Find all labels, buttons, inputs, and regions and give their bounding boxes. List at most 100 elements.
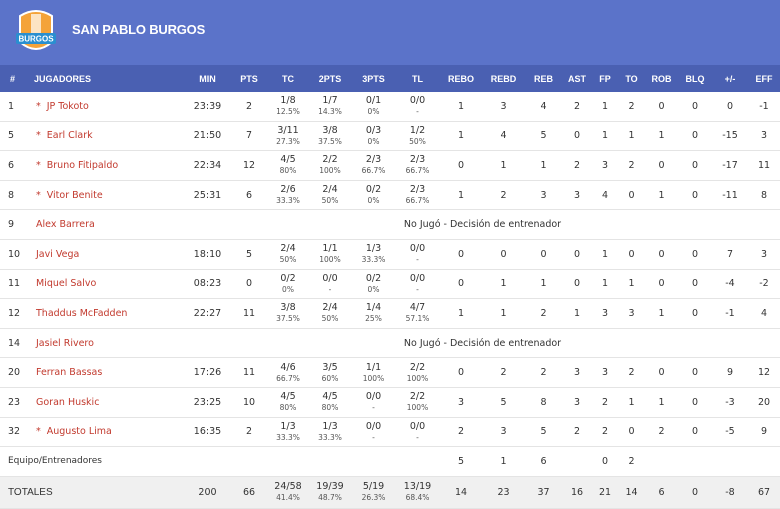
- stat-cell: 6: [230, 180, 268, 211]
- stat-value: 67: [757, 486, 771, 498]
- stat-cell: 4/5 80%: [268, 150, 308, 181]
- stat-value: 0: [691, 248, 699, 260]
- stat-cell: 3: [748, 121, 780, 152]
- stat-cell: [230, 446, 268, 477]
- stat-percentage: 33.3%: [318, 432, 342, 442]
- stat-cell: 2: [562, 150, 592, 181]
- stat-value: 11: [242, 367, 256, 379]
- stat-cell: 2: [618, 357, 645, 388]
- stat-percentage: -: [328, 284, 332, 294]
- stat-value: 08:23: [193, 278, 222, 290]
- stat-cell: 8: [525, 387, 562, 418]
- player-number: 6: [0, 150, 28, 181]
- stat-value: -2: [759, 278, 769, 290]
- stat-value: 11: [757, 159, 771, 171]
- stat-cell: 23:25: [185, 387, 230, 418]
- stat-value: 3: [760, 248, 768, 260]
- stat-cell: 0/2 0%: [352, 269, 395, 300]
- stat-made-attempted: 3/11: [277, 124, 299, 136]
- stat-value: 3: [500, 100, 507, 112]
- stat-cell: 4/6 66.7%: [268, 357, 308, 388]
- stat-made-attempted: 1/3: [280, 420, 296, 432]
- stat-cell: 1: [645, 121, 678, 152]
- stat-value: 10: [242, 396, 256, 408]
- player-name: Alex Barrera: [28, 209, 185, 240]
- stat-percentage: 26.3%: [361, 493, 386, 503]
- stat-cell: 3: [592, 357, 618, 388]
- stat-cell: 3: [525, 180, 562, 211]
- stat-cell: [395, 446, 440, 477]
- stat-percentage: 33.3%: [276, 432, 300, 442]
- stat-cell: 4: [592, 180, 618, 211]
- stat-value: 3: [601, 307, 609, 319]
- column-header: +/-: [712, 65, 748, 92]
- stat-cell: 2: [562, 417, 592, 448]
- stat-value: 2: [628, 159, 635, 171]
- stat-made-attempted: 24/58: [274, 481, 302, 493]
- stat-cell: 4: [525, 92, 562, 122]
- stat-made-attempted: 3/8: [322, 124, 338, 136]
- team-label: Equipo/Entrenadores: [0, 446, 185, 477]
- stat-value: 1: [601, 130, 609, 142]
- stat-value: 0: [691, 367, 699, 379]
- stat-made-attempted: 2/3: [409, 154, 426, 166]
- stat-value: 2: [500, 189, 507, 201]
- player-name: Miquel Salvo: [28, 269, 185, 300]
- stat-cell: [308, 446, 352, 477]
- stat-value: 2: [245, 426, 253, 438]
- stat-value: 1: [457, 189, 465, 201]
- totals-label: TOTALES: [0, 475, 185, 509]
- stat-value: 0: [573, 278, 581, 290]
- stat-made-attempted: 0/2: [280, 272, 296, 284]
- stat-value: 14: [625, 486, 638, 498]
- player-row: 14 Jasiel Rivero No Jugó - Decisión de ent…: [0, 328, 780, 359]
- stat-made-attempted: 5/19: [362, 481, 385, 493]
- stat-value: 4: [760, 307, 768, 319]
- dnp-note: No Jugó - Decisión de entrenador: [185, 209, 780, 240]
- player-name-text: Earl Clark: [46, 130, 93, 142]
- stat-value: 2: [628, 100, 635, 112]
- column-header: EFF: [748, 65, 780, 92]
- stat-percentage: 68.4%: [405, 493, 430, 503]
- stat-cell: 1: [645, 180, 678, 211]
- stat-cell: 0: [712, 92, 748, 122]
- stat-made-attempted: 0/0: [409, 95, 426, 107]
- stat-value: 1: [500, 278, 507, 290]
- stat-cell: 9: [712, 357, 748, 388]
- stat-made-attempted: 0/0: [322, 272, 338, 284]
- stat-made-attempted: 2/2: [409, 361, 426, 373]
- stat-cell: 25:31: [185, 180, 230, 211]
- stat-cell: 1: [482, 150, 525, 181]
- stat-value: 4: [500, 130, 507, 142]
- stat-cell: 3: [592, 298, 618, 329]
- stat-value: 1: [601, 100, 609, 112]
- stat-made-attempted: 2/3: [409, 184, 426, 196]
- stat-value: 18:10: [193, 248, 222, 260]
- stat-value: -1: [759, 100, 769, 112]
- stat-value: 16: [570, 486, 584, 498]
- stat-percentage: 100%: [319, 166, 341, 176]
- stat-value: 1: [540, 278, 547, 290]
- stat-cell: 18:10: [185, 239, 230, 270]
- stat-value: 21: [598, 486, 612, 498]
- stat-made-attempted: 13/19: [403, 481, 432, 493]
- stat-made-attempted: 0/0: [409, 243, 426, 255]
- stat-cell: 2/4 50%: [308, 180, 352, 211]
- stat-cell: 37: [525, 475, 562, 509]
- stat-percentage: 0%: [367, 107, 380, 117]
- stat-cell: 0: [678, 475, 712, 509]
- stat-cell: 0/0-: [308, 269, 352, 300]
- player-name-text: Miquel Salvo: [36, 278, 97, 290]
- stat-cell: 0/0-: [352, 417, 395, 448]
- stat-value: 25:31: [193, 189, 222, 201]
- stat-cell: 0: [440, 150, 482, 181]
- player-row: 1 * JP Tokoto 23:39 2 1/8 12.5% 1/7 14.3% 0/1 0% 0/…: [0, 92, 780, 122]
- stat-value: 1: [457, 130, 465, 142]
- stat-cell: 21: [592, 475, 618, 509]
- team-logo: BURGOS: [16, 10, 56, 50]
- stat-value: 8: [760, 189, 768, 201]
- stat-value: 22:34: [193, 159, 222, 171]
- column-header: 2PTS: [308, 65, 352, 92]
- player-number: 1: [0, 92, 28, 122]
- player-name-text: Javi Vega: [36, 248, 80, 260]
